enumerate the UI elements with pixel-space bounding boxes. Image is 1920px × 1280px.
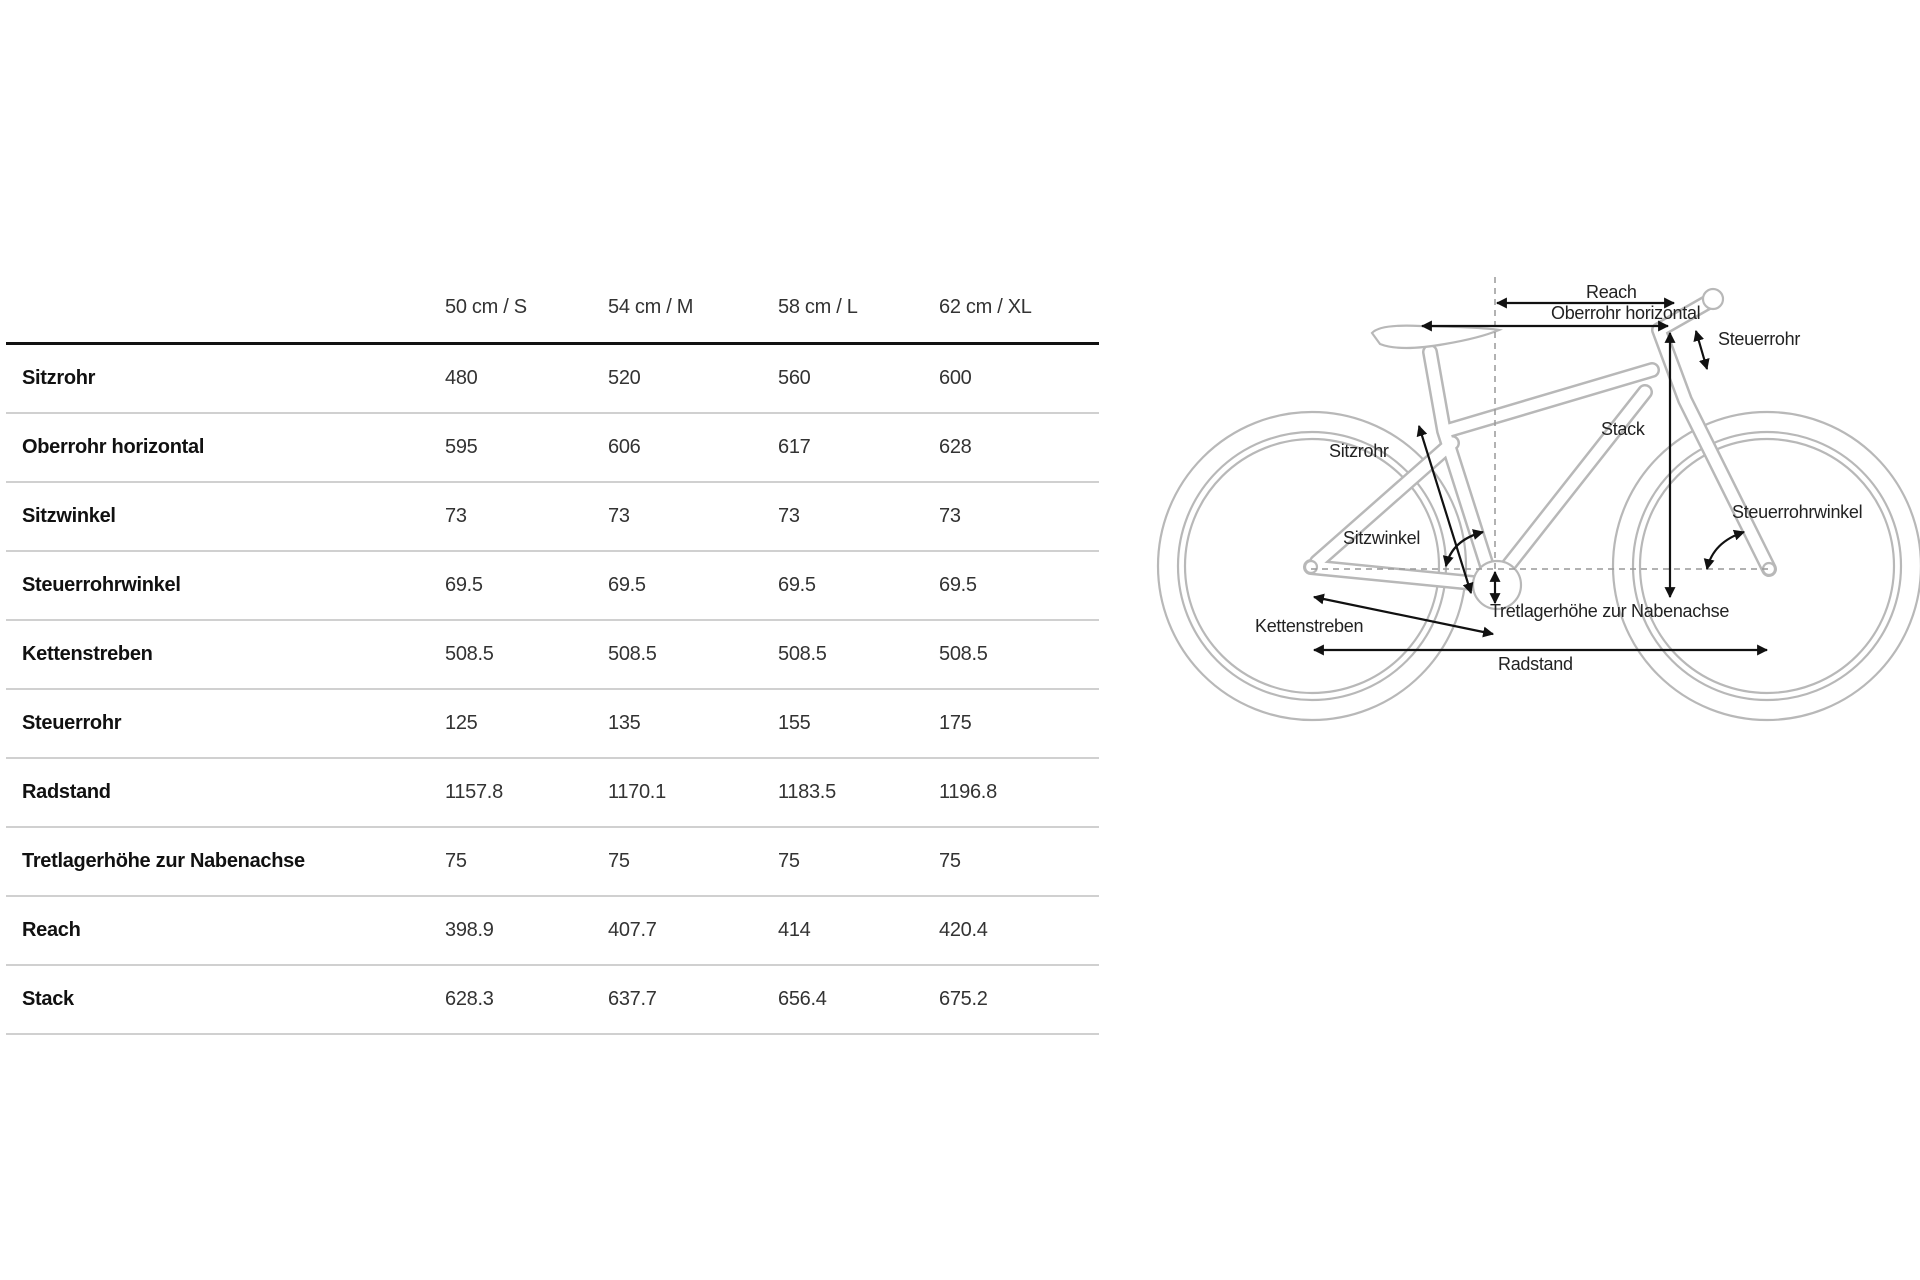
cell-value: 1170.1 [608,781,666,803]
row-label: Tretlagerhöhe zur Nabenachse [22,850,305,872]
cell-value: 75 [778,850,800,872]
table-row: Radstand 1157.8 1170.1 1183.5 1196.8 [6,759,1099,828]
cell-value: 508.5 [608,643,657,665]
cell-value: 595 [445,436,478,458]
label-head-angle: Steuerrohrwinkel [1732,502,1862,522]
table-row: Tretlagerhöhe zur Nabenachse 75 75 75 75 [6,828,1099,897]
cell-value: 75 [445,850,467,872]
table-row: Oberrohr horizontal 595 606 617 628 [6,414,1099,483]
cell-value: 1196.8 [939,781,997,803]
head-angle-arc [1703,529,1746,571]
row-label: Reach [22,919,81,941]
cell-value: 69.5 [939,574,977,596]
row-label: Steuerrohr [22,712,122,734]
table-row: Kettenstreben 508.5 508.5 508.5 508.5 [6,621,1099,690]
cell-value: 73 [778,505,800,527]
label-top-tube: Oberrohr horizontal [1551,303,1700,323]
label-seat-tube: Sitzrohr [1329,441,1389,461]
cell-value: 508.5 [778,643,827,665]
cell-value: 414 [778,919,811,941]
label-wheelbase: Radstand [1498,654,1573,674]
cell-value: 675.2 [939,988,988,1010]
table-row: Reach 398.9 407.7 414 420.4 [6,897,1099,966]
cell-value: 73 [445,505,467,527]
column-header: 50 cm / S [445,296,527,318]
cell-value: 69.5 [608,574,646,596]
cell-value: 398.9 [445,919,494,941]
column-header: 54 cm / M [608,296,694,318]
cell-value: 407.7 [608,919,657,941]
table-header: 50 cm / S 54 cm / M 58 cm / L 62 cm / XL [6,280,1099,345]
label-seat-angle: Sitzwinkel [1343,528,1420,548]
row-label: Stack [22,988,74,1010]
cell-value: 508.5 [445,643,494,665]
table-row: Steuerrohrwinkel 69.5 69.5 69.5 69.5 [6,552,1099,621]
cell-value: 606 [608,436,641,458]
cell-value: 508.5 [939,643,988,665]
row-label: Sitzwinkel [22,505,116,527]
cell-value: 75 [608,850,630,872]
cell-value: 1183.5 [778,781,836,803]
table-row: Sitzwinkel 73 73 73 73 [6,483,1099,552]
cell-value: 69.5 [445,574,483,596]
cell-value: 628 [939,436,972,458]
cell-value: 135 [608,712,641,734]
cell-value: 1157.8 [445,781,503,803]
row-label: Steuerrohrwinkel [22,574,181,596]
row-label: Kettenstreben [22,643,153,665]
row-label: Radstand [22,781,111,803]
label-head-tube: Steuerrohr [1718,329,1800,349]
dimension-lines [1311,277,1772,656]
cell-value: 617 [778,436,811,458]
label-chainstay: Kettenstreben [1255,616,1363,636]
cell-value: 480 [445,367,478,389]
cell-value: 175 [939,712,972,734]
cell-value: 420.4 [939,919,988,941]
head-tube-arrow [1693,329,1710,371]
cell-value: 125 [445,712,478,734]
column-header: 58 cm / L [778,296,858,318]
cell-value: 73 [608,505,630,527]
cell-value: 73 [939,505,961,527]
row-label: Oberrohr horizontal [22,436,205,458]
table-row: Sitzrohr 480 520 560 600 [6,345,1099,414]
cell-value: 656.4 [778,988,827,1010]
row-label: Sitzrohr [22,367,96,389]
table-row: Stack 628.3 637.7 656.4 675.2 [6,966,1099,1035]
label-stack: Stack [1601,419,1646,439]
cell-value: 75 [939,850,961,872]
cell-value: 628.3 [445,988,494,1010]
column-header: 62 cm / XL [939,296,1032,318]
cell-value: 520 [608,367,641,389]
chainstay-arrow [1312,593,1495,638]
table-row: Steuerrohr 125 135 155 175 [6,690,1099,759]
cell-value: 560 [778,367,811,389]
front-wheel [1611,410,1920,722]
seat-angle-arc [1442,529,1485,568]
label-reach: Reach [1586,282,1637,302]
cell-value: 69.5 [778,574,816,596]
cell-value: 155 [778,712,811,734]
cell-value: 600 [939,367,972,389]
label-bb-drop: Tretlagerhöhe zur Nabenachse [1490,601,1729,621]
saddle [1370,324,1503,350]
handlebar [1701,287,1725,311]
geometry-table: 50 cm / S 54 cm / M 58 cm / L 62 cm / XL… [6,280,1099,1035]
cell-value: 637.7 [608,988,657,1010]
